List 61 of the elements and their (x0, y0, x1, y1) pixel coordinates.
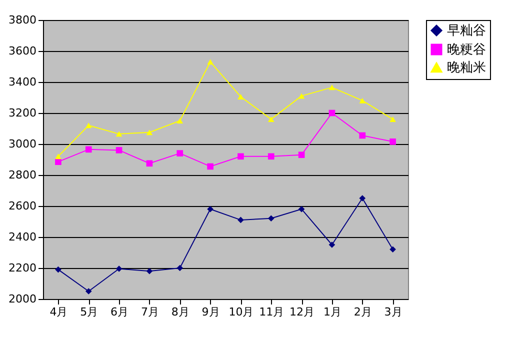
x-tick-label: 2月 (354, 306, 372, 318)
point (207, 59, 214, 65)
point (359, 195, 366, 202)
y-tick-label: 3000 (8, 138, 36, 150)
point (328, 110, 336, 116)
point (298, 93, 305, 99)
x-tick-label: 3月 (384, 306, 402, 318)
legend-label: 早籼谷 (447, 24, 486, 38)
point (238, 216, 244, 224)
y-tick-label: 2800 (8, 168, 36, 182)
point (146, 160, 153, 167)
y-tick-label: 3200 (8, 106, 36, 120)
point (238, 94, 244, 100)
point (390, 138, 396, 145)
y-tick-label: 2000 (8, 292, 36, 306)
point (328, 84, 336, 90)
x-tick-label: 9月 (202, 306, 220, 318)
point (85, 288, 92, 294)
point (176, 264, 184, 272)
x-tick-label: 8月 (171, 306, 190, 318)
point (390, 246, 396, 253)
point (268, 215, 274, 222)
point (390, 116, 396, 122)
point (298, 152, 305, 158)
point (146, 130, 153, 136)
y-tick-label: 2600 (8, 200, 36, 212)
point (176, 150, 184, 156)
y-tick-label: 3800 (8, 14, 36, 26)
point (85, 122, 92, 128)
point (298, 206, 305, 212)
x-tick-label: 10月 (228, 306, 254, 318)
x-tick-label: 1月 (323, 306, 342, 318)
point (55, 154, 62, 160)
point (116, 147, 122, 154)
point (146, 268, 153, 274)
point (55, 266, 62, 273)
point (55, 158, 62, 165)
point (207, 163, 214, 170)
point (116, 131, 122, 137)
point (328, 242, 336, 248)
legend-label: 晚粳谷 (447, 42, 486, 58)
x-tick-label: 6月 (110, 306, 129, 318)
point (116, 266, 122, 272)
y-tick-label: 3600 (8, 44, 36, 58)
y-tick-label: 2200 (8, 262, 36, 274)
x-tick-label: 12月 (290, 306, 315, 318)
point (238, 153, 244, 160)
point (85, 146, 92, 153)
point (359, 132, 366, 139)
point (176, 118, 184, 124)
x-tick-label: 4月 (50, 306, 68, 318)
x-tick-label: 11月 (259, 306, 284, 318)
y-tick-label: 3400 (8, 76, 36, 88)
point (268, 153, 274, 160)
point (207, 206, 214, 212)
x-tick-label: 7月 (140, 306, 159, 318)
x-tick-label: 5月 (80, 306, 98, 318)
y-tick-label: 2400 (8, 230, 36, 244)
legend-label: 晚籼米 (447, 60, 486, 76)
point (359, 98, 366, 104)
point (268, 116, 274, 122)
